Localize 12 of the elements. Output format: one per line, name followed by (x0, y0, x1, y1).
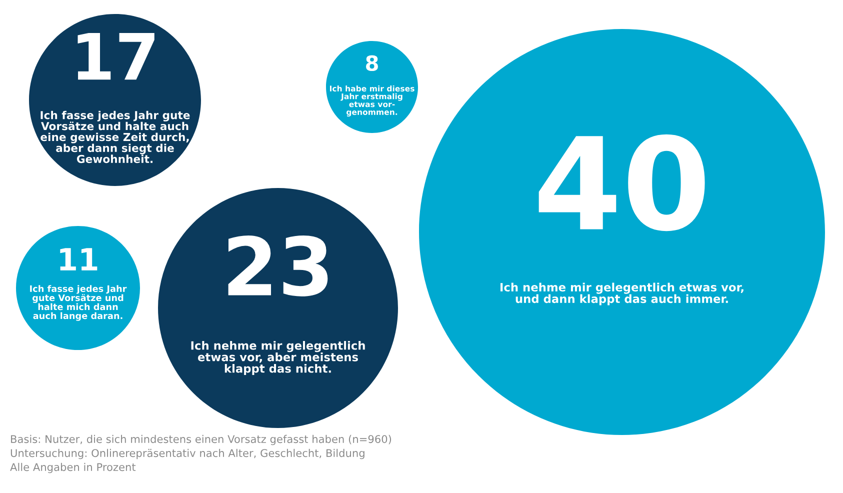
data-label: 8 (366, 55, 378, 72)
data-label: 17 (78, 33, 154, 80)
data-label: 23 (228, 235, 328, 296)
text: Untersuchung: Onlinerepräsentativ nach Alter, Geschlecht, Bildung (10, 448, 364, 460)
category-label: Ich fasse jedes Jahr gute Vorsätze und halte mich dann auch lange daran. (30, 285, 127, 321)
data-label: 40 (538, 134, 705, 232)
data-label: 11 (60, 248, 98, 270)
category-label: Ich nehme mir gelegentlich etwas vor, aber meistens klappt das nicht. (191, 340, 365, 376)
category-label: Ich nehme mir gelegentlich etwas vor, und dann klappt das auch immer. (500, 282, 744, 306)
text: Alle Angaben in Prozent (10, 462, 136, 474)
category-label: Ich fasse jedes Jahr gute Vorsätze und halte auch eine gewisse Zeit durch, aber dann siegt die Gewohnheit. (40, 110, 190, 164)
text: Basis: Nutzer, die sich mindestens einen Vorsatz gefasst haben (n=960) (11, 434, 392, 446)
